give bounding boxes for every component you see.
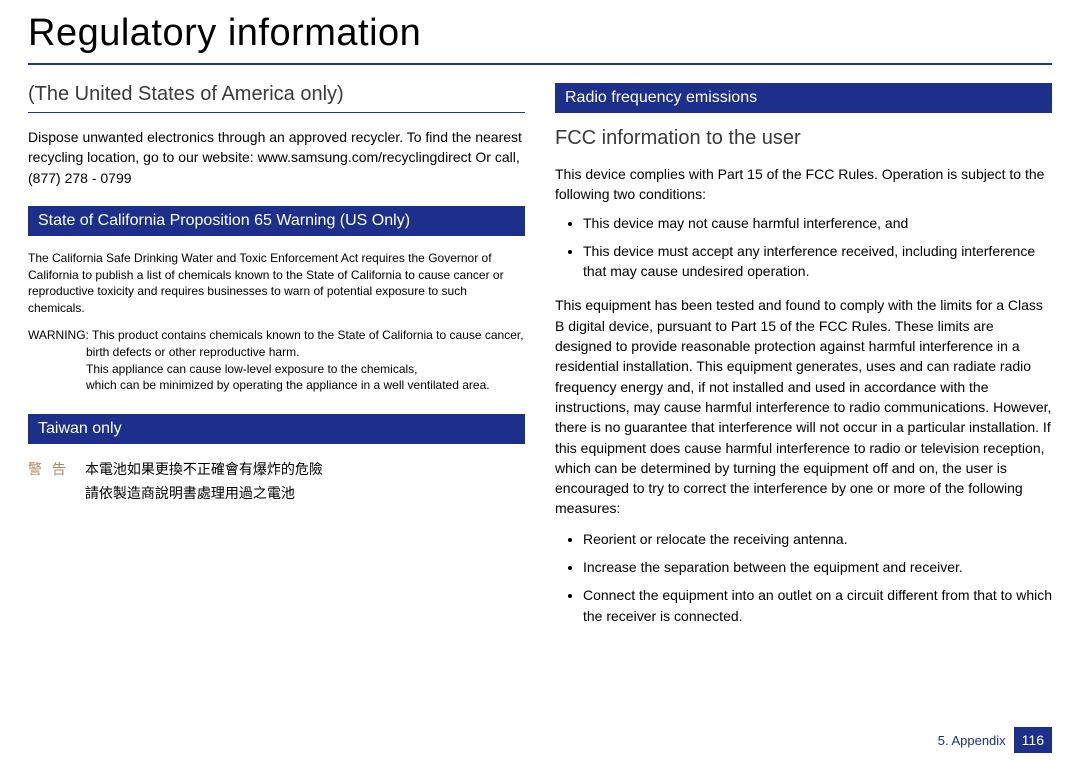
page-title: Regulatory information xyxy=(0,0,1080,63)
usa-heading: (The United States of America only) xyxy=(28,83,525,113)
taiwan-warning: 警 告 本電池如果更換不正確會有爆炸的危險 請依製造商說明書處理用過之電池 xyxy=(28,458,525,506)
warning-first-line: This product contains chemicals known to… xyxy=(89,328,524,342)
taiwan-label: 警 告 xyxy=(28,458,85,506)
warning-rest: birth defects or other reproductive harm… xyxy=(28,344,525,394)
fcc-measure-3: Connect the equipment into an outlet on … xyxy=(583,585,1052,626)
taiwan-bar: Taiwan only xyxy=(28,414,525,444)
rf-bar: Radio frequency emissions xyxy=(555,83,1052,113)
fcc-detail: This equipment has been tested and found… xyxy=(555,295,1052,518)
taiwan-line-1: 本電池如果更換不正確會有爆炸的危險 xyxy=(85,458,323,482)
footer-section: 5. Appendix xyxy=(938,733,1006,748)
warning-label: WARNING: xyxy=(28,328,89,342)
california-paragraph: The California Safe Drinking Water and T… xyxy=(28,250,525,317)
fcc-heading: FCC information to the user xyxy=(555,127,1052,150)
fcc-condition-1: This device may not cause harmful interf… xyxy=(583,213,1052,233)
fcc-measure-2: Increase the separation between the equi… xyxy=(583,557,1052,577)
fcc-measures: Reorient or relocate the receiving anten… xyxy=(555,529,1052,626)
footer-page-number: 116 xyxy=(1014,727,1052,753)
fcc-measure-1: Reorient or relocate the receiving anten… xyxy=(583,529,1052,549)
taiwan-line-2: 請依製造商說明書處理用過之電池 xyxy=(85,482,323,506)
right-column: Radio frequency emissions FCC informatio… xyxy=(555,83,1052,640)
fcc-intro: This device complies with Part 15 of the… xyxy=(555,164,1052,205)
left-column: (The United States of America only) Disp… xyxy=(28,83,525,640)
fcc-conditions: This device may not cause harmful interf… xyxy=(555,213,1052,282)
california-warning: WARNING: This product contains chemicals… xyxy=(28,327,525,394)
usa-body: Dispose unwanted electronics through an … xyxy=(28,127,525,188)
title-underline xyxy=(28,63,1052,65)
content-columns: (The United States of America only) Disp… xyxy=(0,83,1080,640)
fcc-condition-2: This device must accept any interference… xyxy=(583,241,1052,282)
taiwan-body: 本電池如果更換不正確會有爆炸的危險 請依製造商說明書處理用過之電池 xyxy=(85,458,323,506)
page-footer: 5. Appendix 116 xyxy=(938,727,1052,753)
california-bar: State of California Proposition 65 Warni… xyxy=(28,206,525,236)
